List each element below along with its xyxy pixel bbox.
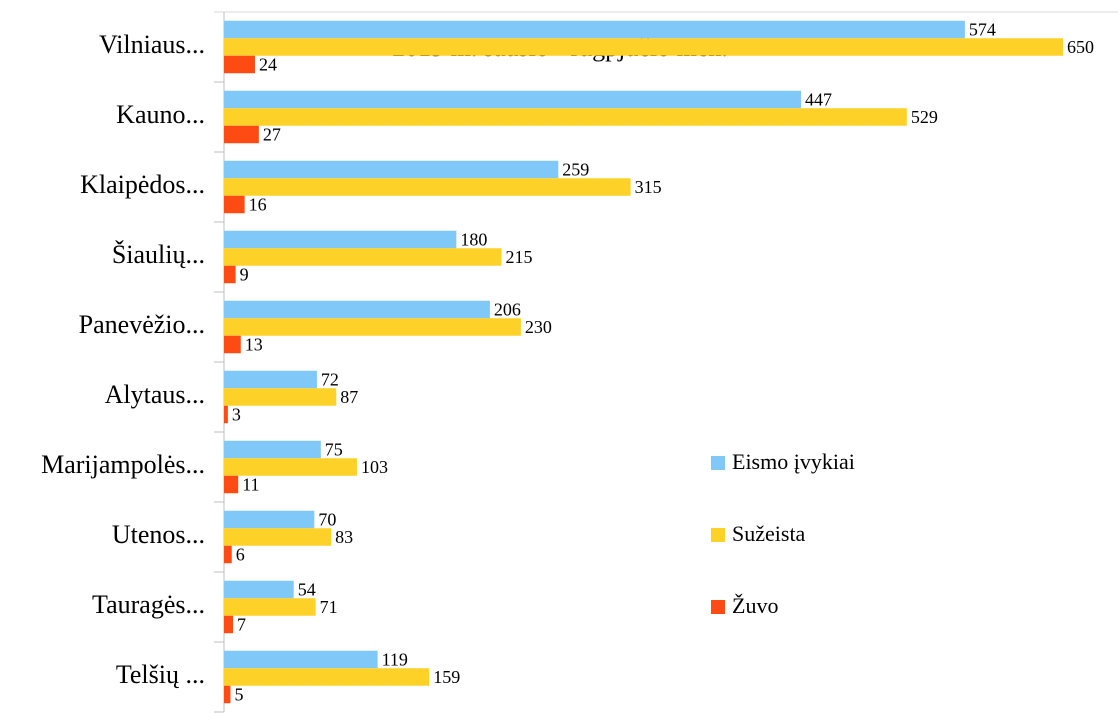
bar xyxy=(224,405,228,424)
bar xyxy=(224,125,259,144)
bar xyxy=(224,370,317,389)
value-label: 650 xyxy=(1067,37,1094,57)
value-label: 315 xyxy=(635,177,662,197)
value-label: 27 xyxy=(263,125,281,145)
value-label: 206 xyxy=(494,300,521,320)
category-label: Tauragės... xyxy=(92,590,205,619)
category-label: Kauno... xyxy=(116,100,205,129)
value-label: 259 xyxy=(562,160,589,180)
value-label: 24 xyxy=(259,55,277,75)
bar xyxy=(224,195,245,214)
value-label: 70 xyxy=(318,510,336,530)
bar xyxy=(224,598,316,616)
value-label: 7 xyxy=(237,615,246,635)
legend-swatch xyxy=(711,456,725,470)
bar xyxy=(224,458,357,476)
bar xyxy=(224,388,337,406)
bar xyxy=(224,545,232,564)
bar xyxy=(224,20,965,39)
bar xyxy=(224,160,559,179)
category-label: Alytaus... xyxy=(105,380,205,409)
legend-label: Eismo įvykiai xyxy=(732,449,855,474)
legend-label: Sužeista xyxy=(732,521,806,546)
value-label: 103 xyxy=(361,457,388,477)
value-label: 54 xyxy=(298,580,316,600)
bar xyxy=(224,615,234,634)
value-label: 574 xyxy=(969,20,996,40)
value-label: 215 xyxy=(506,247,533,267)
bar xyxy=(224,90,801,109)
bar xyxy=(224,108,907,126)
value-label: 71 xyxy=(320,597,338,617)
value-label: 529 xyxy=(911,107,938,127)
value-label: 159 xyxy=(433,667,460,687)
bar xyxy=(224,335,241,354)
value-label: 3 xyxy=(232,405,241,425)
bar xyxy=(224,685,231,704)
bar xyxy=(224,230,457,249)
value-label: 87 xyxy=(340,387,358,407)
value-label: 447 xyxy=(805,90,832,110)
bar xyxy=(224,580,294,599)
value-label: 180 xyxy=(460,230,487,250)
value-label: 75 xyxy=(325,440,343,460)
value-label: 16 xyxy=(249,195,267,215)
legend-swatch xyxy=(711,600,725,614)
category-label: Šiaulių... xyxy=(112,240,205,269)
bar xyxy=(224,178,631,196)
bar xyxy=(224,510,315,529)
value-label: 72 xyxy=(321,370,339,390)
value-label: 230 xyxy=(525,317,552,337)
bar xyxy=(224,55,255,74)
value-label: 9 xyxy=(240,265,249,285)
value-label: 11 xyxy=(242,475,259,495)
category-label: Marijampolės... xyxy=(41,450,205,479)
bar xyxy=(224,318,521,336)
bar xyxy=(224,38,1063,56)
value-label: 83 xyxy=(335,527,353,547)
category-label: Panevėžio... xyxy=(79,310,205,339)
bar xyxy=(224,668,430,686)
bar xyxy=(224,248,502,266)
value-label: 6 xyxy=(236,545,245,565)
bar xyxy=(224,650,378,669)
category-label: Klaipėdos... xyxy=(80,170,205,199)
bar xyxy=(224,265,236,284)
value-label: 119 xyxy=(382,650,408,670)
value-label: 5 xyxy=(234,685,243,705)
bar xyxy=(224,300,490,319)
category-label: Vilniaus... xyxy=(99,30,205,59)
category-label: Utenos... xyxy=(112,520,205,549)
value-label: 13 xyxy=(245,335,263,355)
legend-label: Žuvo xyxy=(732,593,778,618)
legend-swatch xyxy=(711,528,725,542)
bar xyxy=(224,528,332,546)
bar xyxy=(224,440,321,459)
bar xyxy=(224,475,239,494)
category-label: Telšių ... xyxy=(116,660,205,689)
